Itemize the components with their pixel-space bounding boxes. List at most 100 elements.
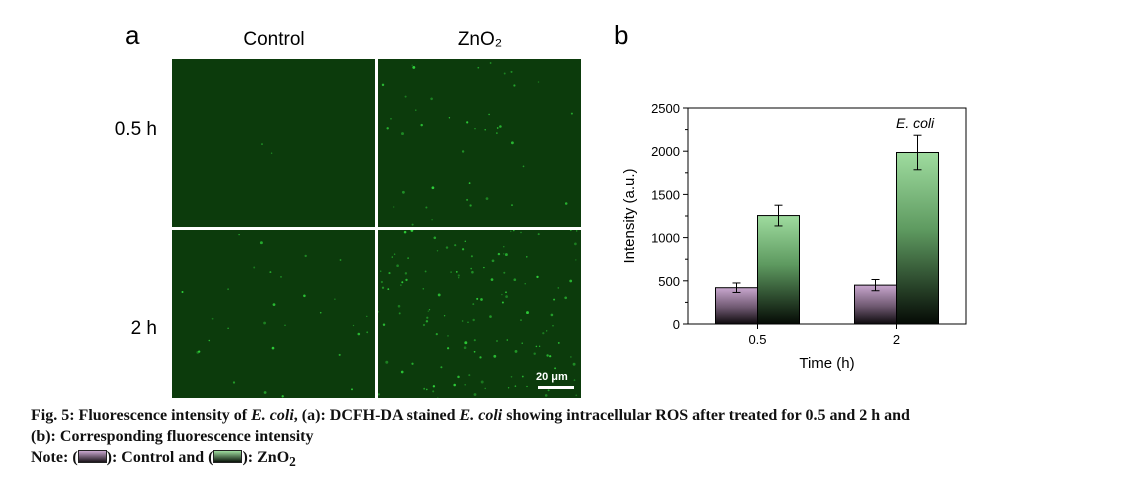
fluorescent-cell bbox=[393, 206, 395, 208]
fluorescent-cell bbox=[574, 242, 577, 246]
fluorescent-cell bbox=[490, 278, 494, 281]
fluorescent-cell bbox=[501, 293, 503, 296]
fluorescent-cell bbox=[227, 327, 229, 330]
fluorescent-cell bbox=[503, 246, 505, 248]
fluorescent-cell bbox=[357, 332, 361, 336]
fluorescent-cell bbox=[428, 309, 431, 311]
fluorescent-cell bbox=[524, 283, 526, 285]
caption-part-2: showing intracellular ROS after treated … bbox=[502, 407, 910, 424]
fluorescent-cell bbox=[400, 370, 404, 374]
fluorescent-cell bbox=[480, 298, 483, 301]
fluorescent-cell bbox=[404, 95, 407, 98]
fluorescent-cell bbox=[533, 352, 536, 355]
chart-y-axis-label: Intensity (a.u.) bbox=[621, 168, 638, 263]
fluorescent-cell bbox=[272, 303, 276, 306]
caption-fig-label: Fig. 5: Fluorescence intensity of bbox=[31, 407, 252, 424]
fluorescent-cell bbox=[382, 323, 386, 326]
fluorescent-cell bbox=[457, 274, 460, 277]
bar-zno2 bbox=[757, 215, 800, 325]
fluorescent-cell bbox=[484, 387, 486, 390]
micrograph-background bbox=[378, 230, 581, 398]
fluorescent-cell bbox=[497, 252, 501, 256]
fluorescent-cell bbox=[433, 236, 437, 240]
fluorescent-cell bbox=[400, 284, 402, 286]
column-header-control: Control bbox=[243, 29, 305, 50]
fluorescent-cell bbox=[501, 301, 504, 304]
control-swatch bbox=[77, 450, 107, 463]
panel-a-letter: a bbox=[125, 20, 140, 50]
fluorescent-cell bbox=[546, 354, 549, 357]
fluorescent-cell bbox=[471, 270, 474, 274]
fluorescent-cell bbox=[448, 117, 451, 119]
fluorescent-cell bbox=[436, 250, 439, 252]
note-mid: ): Control and ( bbox=[106, 449, 214, 466]
fluorescent-cell bbox=[464, 240, 466, 242]
fluorescent-cell bbox=[437, 397, 439, 398]
fluorescent-cell bbox=[537, 233, 540, 236]
chart-annotation-e-coli: E. coli bbox=[896, 115, 935, 131]
fluorescent-cell bbox=[511, 204, 513, 206]
fluorescent-cell bbox=[425, 320, 429, 323]
fluorescent-cell bbox=[412, 65, 416, 69]
fluorescent-cell bbox=[510, 141, 514, 145]
fluorescent-cell bbox=[503, 253, 505, 255]
fluorescent-cell bbox=[385, 360, 389, 364]
fluorescent-cell bbox=[472, 318, 475, 322]
fluorescent-cell bbox=[422, 288, 425, 290]
fluorescent-cell bbox=[570, 356, 572, 358]
fluorescent-cell bbox=[461, 320, 464, 322]
zno2-swatch bbox=[213, 450, 243, 463]
fluorescent-cell bbox=[263, 391, 267, 394]
fluorescent-cell bbox=[550, 313, 554, 317]
fluorescent-cell bbox=[514, 385, 517, 387]
fluorescent-cell bbox=[483, 266, 485, 269]
fluorescent-cell bbox=[401, 132, 404, 136]
fluorescent-cell bbox=[393, 253, 396, 255]
fluorescent-cell bbox=[253, 266, 256, 269]
fluorescent-cell bbox=[447, 347, 450, 350]
fluorescent-cell bbox=[538, 345, 541, 347]
fluorescent-cell bbox=[549, 355, 552, 358]
micrograph-control-0-5h bbox=[172, 59, 375, 227]
fluorescent-cell bbox=[484, 129, 486, 131]
figure-caption: Fig. 5: Fluorescence intensity of E. col… bbox=[31, 405, 1131, 472]
fluorescent-cell bbox=[510, 376, 513, 378]
fluorescent-cell bbox=[366, 315, 368, 318]
fluorescent-cell bbox=[572, 362, 576, 366]
fluorescent-cell bbox=[503, 72, 506, 75]
fluorescent-cell bbox=[453, 383, 456, 387]
fluorescent-cell bbox=[496, 127, 499, 129]
fluorescent-cell bbox=[411, 223, 414, 226]
fluorescent-cell bbox=[401, 190, 405, 194]
fluorescent-cell bbox=[450, 271, 452, 273]
fluorescent-cell bbox=[499, 125, 502, 128]
fluorescent-cell bbox=[514, 349, 518, 353]
fluorescent-cell bbox=[425, 206, 428, 209]
caption-ecoli-2: E. coli bbox=[459, 407, 503, 424]
bar-control bbox=[854, 284, 897, 325]
fluorescent-cell bbox=[198, 350, 201, 353]
fluorescent-cell bbox=[473, 393, 477, 396]
fluorescent-cell bbox=[303, 294, 306, 298]
fluorescent-cell bbox=[505, 291, 507, 294]
fluorescent-cell bbox=[334, 298, 336, 300]
fluorescent-cell bbox=[520, 231, 522, 234]
fluorescent-cell bbox=[573, 379, 576, 381]
fluorescent-cell bbox=[431, 186, 435, 190]
micrograph-control-2h bbox=[172, 230, 375, 398]
fluorescent-cell bbox=[575, 394, 578, 397]
fluorescent-cell bbox=[557, 287, 560, 289]
fluorescent-cell bbox=[554, 367, 557, 370]
fluorescent-cell bbox=[466, 198, 469, 201]
fluorescent-cell bbox=[552, 324, 554, 327]
fluorescent-cell bbox=[423, 387, 426, 390]
fluorescent-cell bbox=[513, 84, 516, 87]
fluorescent-cell bbox=[461, 150, 465, 153]
fluorescent-cell bbox=[564, 296, 568, 300]
fluorescent-cell bbox=[510, 230, 512, 232]
fluorescent-cell bbox=[570, 112, 573, 115]
fluorescent-cell bbox=[263, 321, 267, 325]
fluorescent-cell bbox=[553, 298, 556, 301]
micrograph-background bbox=[172, 230, 375, 398]
fluorescent-cell bbox=[473, 350, 476, 353]
